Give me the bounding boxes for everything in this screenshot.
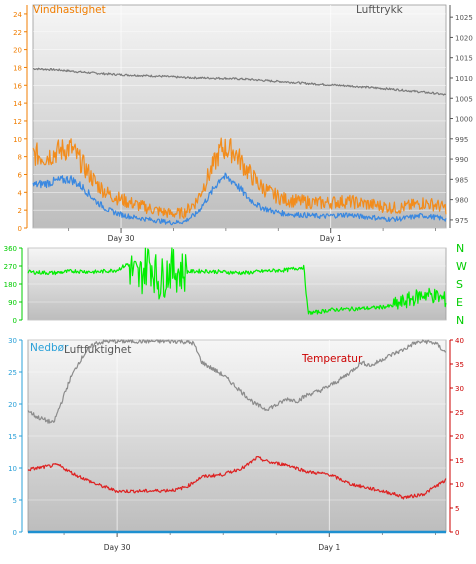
right-tick-label: 980 [455, 197, 468, 205]
compass-label: W [456, 260, 467, 273]
compass-label: N [456, 314, 464, 327]
right-tick-label: 975 [455, 217, 468, 225]
day-tick-label: Day 30 [104, 543, 131, 552]
left-tick-label: 15 [8, 433, 17, 441]
left-axis-title: Vindhastighet [33, 4, 106, 16]
left-tick-label: 90 [8, 299, 17, 307]
left-tick-label: 4 [18, 189, 23, 197]
right-tick-label: 25 [455, 409, 464, 417]
left-tick-label: 30 [8, 337, 17, 345]
panel-1-series-0-line [27, 247, 447, 316]
right-tick-label: 40 [455, 337, 464, 345]
panel-2-series-0-line [27, 339, 447, 424]
right-tick-label: 990 [455, 156, 468, 164]
right-tick-label: 15 [455, 457, 464, 465]
left-tick-label: 16 [13, 82, 22, 90]
right-tick-label: 0 [455, 529, 459, 537]
left-tick-label: 10 [13, 136, 22, 144]
left-tick-label: 360 [4, 245, 17, 253]
right-tick-label: 1025 [455, 14, 473, 22]
left-tick-label: 270 [4, 263, 17, 271]
right-tick-label: 1020 [455, 34, 473, 42]
left-tick-label: 2 [18, 207, 22, 215]
right-tick-label: 1015 [455, 55, 473, 63]
left-tick-label: 18 [13, 64, 22, 72]
left-tick-label: 0 [13, 317, 17, 325]
right-tick-label: 35 [455, 361, 464, 369]
right-axis-title: Temperatur [301, 353, 363, 365]
left-tick-label: 10 [8, 465, 17, 473]
left-tick-label: 20 [8, 401, 17, 409]
left-tick-label: 0 [13, 529, 17, 537]
left-tick-label: 12 [13, 118, 22, 126]
left-tick-label: 25 [8, 369, 17, 377]
compass-label: S [456, 278, 463, 291]
right-tick-label: 995 [455, 136, 468, 144]
left-tick-label: 22 [13, 29, 22, 37]
left-tick-label: 14 [13, 100, 22, 108]
left-tick-label: 5 [13, 497, 17, 505]
compass-label: E [456, 296, 463, 309]
left-tick-label: 6 [18, 171, 23, 179]
panel-0-series-1-line [32, 137, 447, 219]
day-tick-label: Day 1 [320, 234, 342, 243]
day-tick-label: Day 30 [108, 234, 135, 243]
right-tick-label: 1000 [455, 116, 473, 124]
left-tick-label: 8 [18, 154, 22, 162]
right-tick-label: 10 [455, 481, 464, 489]
left-axis-title: Nedbør [30, 342, 69, 354]
left-tick-label: 24 [13, 11, 22, 19]
right-axis-title: Lufttrykk [356, 4, 404, 16]
panel-0-background [32, 4, 447, 229]
left-tick-label: 180 [4, 281, 17, 289]
right-tick-label: 985 [455, 176, 468, 184]
panel-0-series-0-line [32, 67, 447, 96]
panel-2-series-1-line [27, 455, 447, 500]
series-name-label: Luftfuktighet [64, 344, 131, 356]
right-tick-label: 30 [455, 385, 464, 393]
right-tick-label: 5 [455, 505, 459, 513]
left-tick-label: 20 [13, 47, 22, 55]
right-tick-label: 1005 [455, 95, 473, 103]
right-tick-label: 20 [455, 433, 464, 441]
right-tick-label: 1010 [455, 75, 473, 83]
day-tick-label: Day 1 [318, 543, 340, 552]
panel-0-series-2-line [32, 172, 447, 226]
compass-label: N [456, 242, 464, 255]
left-tick-label: 0 [18, 225, 22, 233]
